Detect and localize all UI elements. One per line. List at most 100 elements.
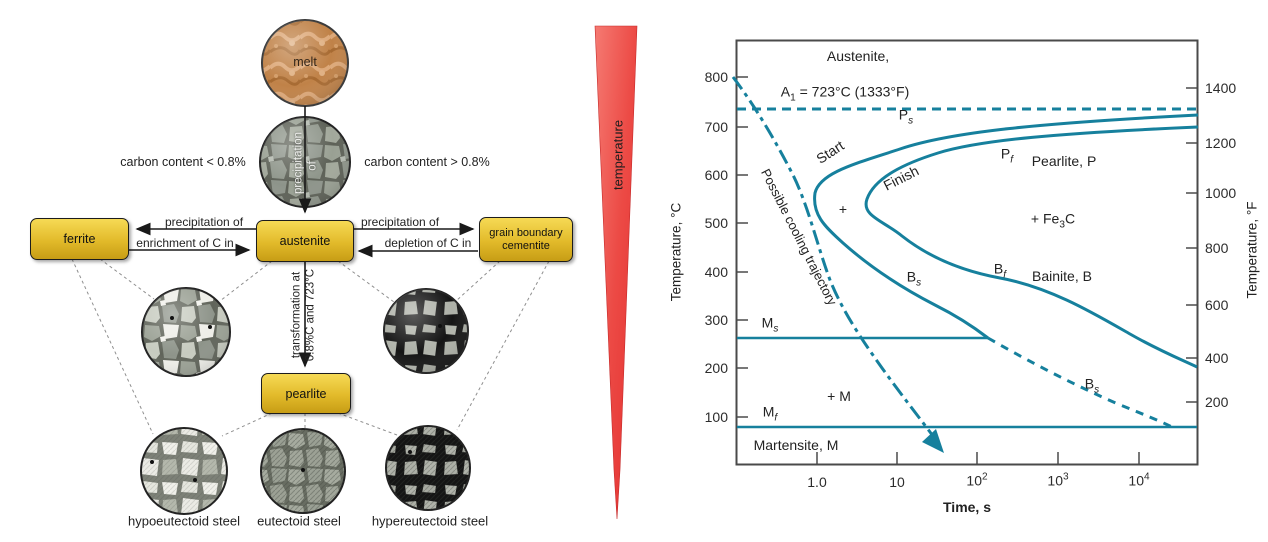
pf-base: P	[1000, 145, 1011, 162]
bf-base: B	[993, 260, 1004, 277]
pearlite-box-label: pearlite	[285, 386, 327, 401]
cooling-trajectory-arrowhead	[922, 429, 944, 453]
arrow-label-depletion: depletion of C in	[384, 236, 472, 250]
plus-m-region-label: + M	[827, 388, 851, 404]
ps-base: P	[898, 106, 909, 123]
x-tick-100-base: 10	[966, 472, 982, 489]
ms-base: M	[761, 314, 774, 331]
x-tick-10: 10	[889, 474, 905, 490]
bs-dashed-curve	[987, 336, 1173, 429]
y-tick-1400F: 1400	[1205, 80, 1237, 96]
hypoeutectoid-micrograph	[140, 427, 228, 515]
melt-micrograph	[261, 19, 349, 107]
y-tick-600C: 600	[704, 167, 728, 183]
x-tick-100: 102	[966, 472, 987, 489]
y-tick-100C: 100	[704, 409, 728, 425]
x-tick-1000: 103	[1047, 472, 1068, 489]
y-tick-400C: 400	[704, 264, 728, 280]
a1-rest: = 723°C (1333°F)	[795, 83, 910, 100]
transformation-vertical-line2: 0.8%C and 723°C	[304, 268, 317, 362]
finish-curve	[864, 125, 1199, 369]
a1-base: A	[780, 83, 791, 100]
austenite-box: austenite	[256, 220, 354, 262]
ferrite-box-label: ferrite	[63, 232, 96, 246]
x-tick-1000-sup: 3	[1062, 471, 1069, 483]
ms-curve-label: Ms	[762, 316, 779, 335]
bainite-region-label: Bainite, B	[1032, 268, 1092, 284]
flowchart-connectors	[71, 258, 550, 468]
y-axis-title-celsius: Temperature, °C	[668, 202, 684, 302]
ttt-austenite-label: Austenite,	[826, 48, 890, 64]
caption-hypereutectoid: hypereutectoid steel	[371, 513, 489, 529]
ps-sub: s	[908, 115, 914, 127]
melt-label: melt	[293, 54, 317, 69]
x-tick-1000-base: 10	[1047, 472, 1063, 489]
bs-base: B	[906, 268, 917, 285]
gbc-box-line1: grain boundary	[489, 227, 563, 240]
fe3c-pre: + Fe	[1030, 210, 1060, 227]
ferrite-box: ferrite	[30, 218, 129, 260]
ferrite-austenite-micrograph	[141, 287, 231, 377]
pearlite-box: pearlite	[261, 373, 351, 414]
grain-boundary-cementite-micrograph	[383, 288, 469, 374]
ttt-a1-annotation: A1 = 723°C (1333°F)	[781, 85, 909, 104]
bs2-curve-label: Bs	[1085, 377, 1099, 396]
y-tick-800C: 800	[704, 69, 728, 85]
start-curve	[813, 113, 1199, 340]
carbon-note-left: carbon content < 0.8%	[120, 154, 246, 169]
ps-curve-label: Ps	[899, 108, 913, 127]
pearlite-region-label: Pearlite, P	[1031, 153, 1097, 169]
cooling-trajectory	[731, 76, 935, 437]
mf-sub: f	[774, 412, 778, 424]
bf-sub: f	[1003, 269, 1007, 281]
ms-sub: s	[773, 323, 779, 335]
y-tick-400F: 400	[1205, 350, 1229, 366]
ttt-curves	[731, 76, 1199, 437]
bs2-base: B	[1084, 375, 1095, 392]
hypereutectoid-micrograph	[385, 425, 471, 511]
y-tick-300C: 300	[704, 312, 728, 328]
temperature-arrow-shape	[594, 25, 638, 520]
x-axis-title: Time, s	[943, 499, 991, 515]
y-tick-200F: 200	[1205, 394, 1229, 410]
mf-base: M	[762, 403, 775, 420]
bs-curve-label: Bs	[907, 270, 921, 289]
y-tick-200C: 200	[704, 360, 728, 376]
y-tick-500C: 500	[704, 215, 728, 231]
pf-sub: f	[1010, 154, 1014, 166]
arrow-label-precipitation-right: precipitation of	[360, 215, 440, 229]
fe3c-post: C	[1064, 210, 1076, 227]
eutectoid-micrograph	[260, 428, 346, 514]
y-tick-1000F: 1000	[1205, 185, 1237, 201]
bs2-sub: s	[1094, 384, 1100, 396]
plus-symbol-label: +	[838, 201, 848, 217]
martensite-region-label: Martensite, M	[753, 437, 839, 453]
fe3c-region-label: + Fe3C	[1031, 212, 1075, 231]
x-tick-10000: 104	[1128, 472, 1149, 489]
y-tick-1200F: 1200	[1205, 135, 1237, 151]
x-tick-1: 1.0	[807, 474, 827, 490]
austenite-box-label: austenite	[279, 234, 331, 248]
bf-curve-label: Bf	[994, 262, 1006, 281]
bs-sub: s	[916, 277, 922, 289]
pf-curve-label: Pf	[1001, 147, 1013, 166]
ttt-frame	[735, 39, 1199, 466]
caption-eutectoid: eutectoid steel	[257, 513, 341, 529]
precipitation-vertical-word2: of	[306, 161, 319, 171]
caption-hypoeutectoid: hypoeutectoid steel	[127, 513, 241, 529]
y-tick-800F: 800	[1205, 240, 1229, 256]
mf-curve-label: Mf	[763, 405, 777, 424]
temperature-arrow-label: temperature	[610, 119, 626, 191]
precipitation-vertical-word1: precipitation	[292, 131, 305, 195]
y-tick-700C: 700	[704, 119, 728, 135]
a1-sub: 1	[790, 92, 796, 104]
grain-boundary-cementite-box: grain boundary cementite	[479, 217, 573, 262]
x-tick-10000-base: 10	[1128, 472, 1144, 489]
arrow-label-enrichment: enrichment of C in	[136, 236, 234, 250]
flowchart-arrows	[129, 106, 478, 368]
x-tick-10000-sup: 4	[1143, 471, 1150, 483]
fe3c-sub: 3	[1059, 219, 1065, 231]
transformation-vertical-line1: transformation at	[290, 271, 303, 359]
